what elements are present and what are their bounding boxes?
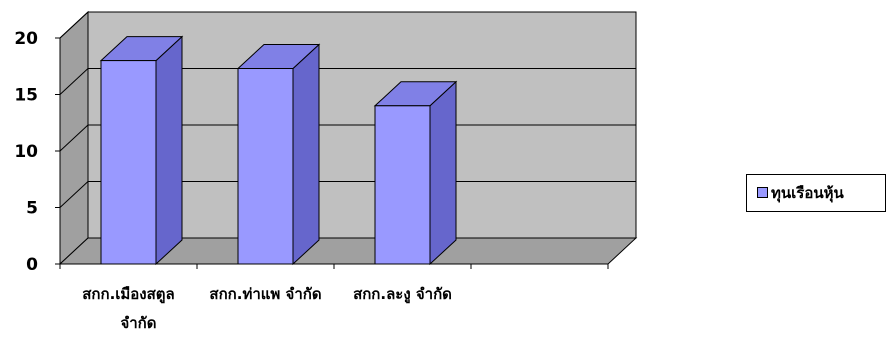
legend-swatch — [757, 186, 768, 198]
gridline-side — [59, 11, 89, 39]
legend: ทุนเรือนหุ้น — [746, 174, 886, 212]
gridline-side — [59, 181, 89, 208]
legend-label: ทุนเรือนหุ้น — [771, 184, 844, 202]
y-tick-label: 0 — [26, 255, 38, 275]
y-tick-label: 15 — [14, 86, 38, 106]
bar — [100, 60, 157, 265]
gridline-side — [59, 68, 89, 95]
y-tick-label: 20 — [14, 29, 38, 49]
bar — [237, 68, 294, 265]
bar-side — [155, 35, 183, 266]
x-category-label: สกก.ท่าแพ จำกัด — [209, 285, 321, 303]
y-tick-label: 5 — [26, 199, 38, 219]
x-category-label: สกก.ละงู จำกัด — [353, 285, 452, 304]
bar-side — [292, 43, 320, 266]
bar — [374, 105, 431, 265]
y-tick-label: 10 — [14, 142, 38, 162]
gridline-side — [59, 124, 89, 152]
bar-side — [429, 80, 457, 266]
x-category-label: สกก.เมืองสตูลจำกัด — [82, 285, 174, 332]
